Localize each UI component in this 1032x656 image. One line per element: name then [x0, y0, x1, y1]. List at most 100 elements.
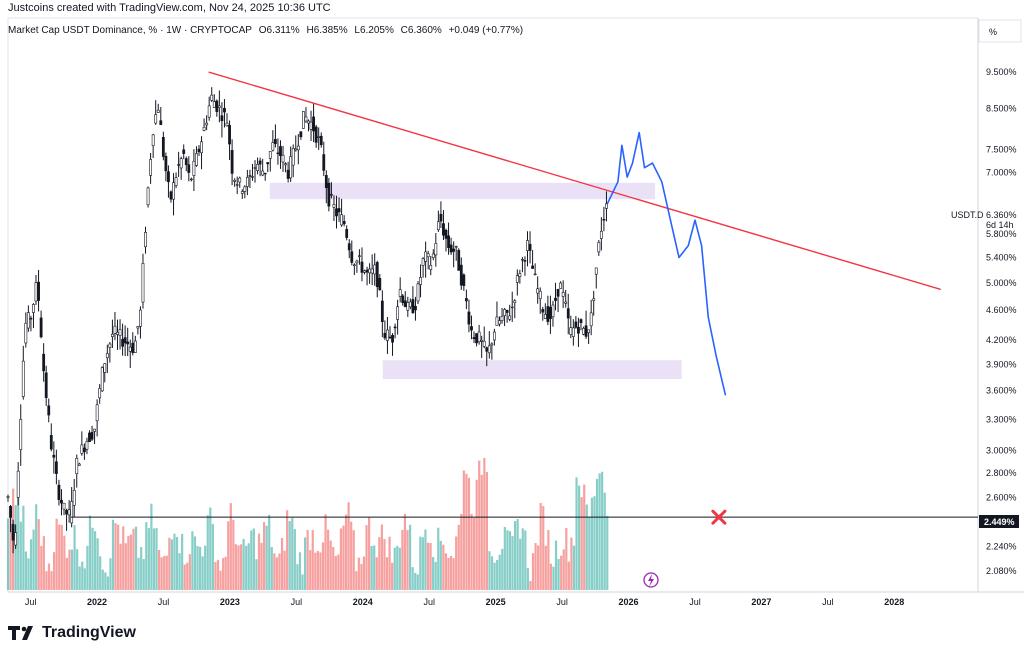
candle [52, 441, 56, 474]
volume-bar [332, 546, 335, 590]
candle [396, 299, 400, 335]
volume-bar [554, 540, 558, 590]
volume-bar [406, 530, 409, 590]
candle-body [363, 270, 366, 273]
volume-bar [78, 566, 81, 590]
candle [566, 293, 570, 335]
candle [302, 111, 305, 129]
candle-body [62, 502, 66, 510]
candle-body [121, 338, 124, 347]
volume-bar [186, 562, 189, 590]
candle-body [146, 187, 150, 206]
volume-bar [145, 522, 148, 590]
candle-body [426, 253, 430, 258]
candle-body [34, 282, 38, 302]
volume-bar [263, 522, 266, 590]
candle [403, 291, 407, 308]
candle-body [526, 240, 529, 251]
candle-body [156, 109, 160, 113]
candle [77, 462, 81, 466]
candle [411, 286, 415, 314]
candle [521, 257, 524, 273]
candle [528, 231, 532, 264]
volume-bar [501, 548, 504, 590]
tradingview-footer[interactable]: TradingView [8, 624, 136, 642]
volume-bar [109, 558, 112, 590]
candle-body [192, 160, 196, 176]
volume-bar [242, 538, 245, 590]
volume-bar [19, 521, 22, 590]
candle-body [378, 277, 382, 291]
volume-bar [316, 551, 319, 590]
price-zone-1 [269, 182, 656, 200]
volume-bar [590, 497, 594, 590]
volume-bar [106, 576, 109, 590]
volume-bar [114, 523, 117, 590]
volume-bar [245, 545, 248, 590]
volume-bar [562, 549, 565, 590]
candle [508, 304, 512, 322]
volume-bar [442, 544, 445, 590]
volume-bar [391, 562, 394, 590]
candle-body [161, 137, 165, 157]
candle [197, 145, 201, 156]
volume-bar [216, 559, 220, 590]
volume-bar [490, 556, 494, 590]
candle-body [26, 312, 30, 329]
candle-body [327, 182, 331, 207]
candle-body [340, 214, 344, 226]
candle-body [70, 501, 74, 524]
candle-body [16, 470, 20, 498]
volume-bar [63, 535, 66, 590]
candle-body [521, 259, 524, 261]
candle-body [330, 194, 333, 196]
candle [266, 161, 270, 173]
candle-body [342, 221, 346, 225]
candle-body [602, 219, 606, 221]
volume-bar [237, 545, 240, 590]
volume-bar [52, 552, 56, 590]
candle-body [503, 309, 506, 316]
candle-body [245, 177, 249, 187]
candle-body [258, 160, 262, 165]
candle-body [447, 235, 450, 249]
volume-bar [498, 554, 501, 590]
candle-body [184, 158, 188, 165]
candle [21, 345, 25, 400]
candle-body [238, 177, 242, 183]
volume-bar [86, 545, 89, 590]
y-tick-label: 2.080% [986, 566, 1017, 576]
volume-bar [65, 557, 69, 590]
x-tick-label: Jul [689, 597, 701, 607]
chart-credit: Justcoins created with TradingView.com, … [8, 2, 331, 14]
candle [80, 431, 84, 456]
projection-path[interactable] [606, 131, 727, 396]
candle-body [144, 232, 147, 248]
volume-bar [122, 526, 125, 590]
candle-body [164, 156, 168, 172]
candle-body [391, 334, 394, 343]
symbol-legend[interactable]: Market Cap USDT Dominance, % · 1W · CRYP… [8, 25, 527, 36]
volume-bar [168, 537, 171, 590]
volume-bar [183, 564, 186, 590]
volume-bar [467, 477, 471, 590]
candle-body [564, 301, 568, 304]
candle-body [355, 260, 359, 264]
time-axis[interactable]: Jul 2022 Jul 2023 Jul 2024 Jul 2025 Jul 2026 Jul 20… [25, 597, 904, 607]
scale-mode-toggle[interactable]: % [978, 19, 1022, 43]
descending-trendline[interactable] [208, 71, 941, 291]
support-label: 2.449% [984, 517, 1015, 527]
candle-body [251, 176, 254, 178]
candle-body [312, 116, 315, 132]
candle [261, 158, 265, 177]
candle-body [54, 461, 58, 474]
candle [228, 120, 231, 161]
candle [200, 136, 203, 170]
lightning-icon[interactable] [643, 572, 659, 588]
volume-bar [557, 558, 560, 590]
candle-body [202, 126, 206, 131]
candle [380, 290, 384, 338]
candle-body [289, 156, 293, 179]
candle [457, 248, 461, 271]
